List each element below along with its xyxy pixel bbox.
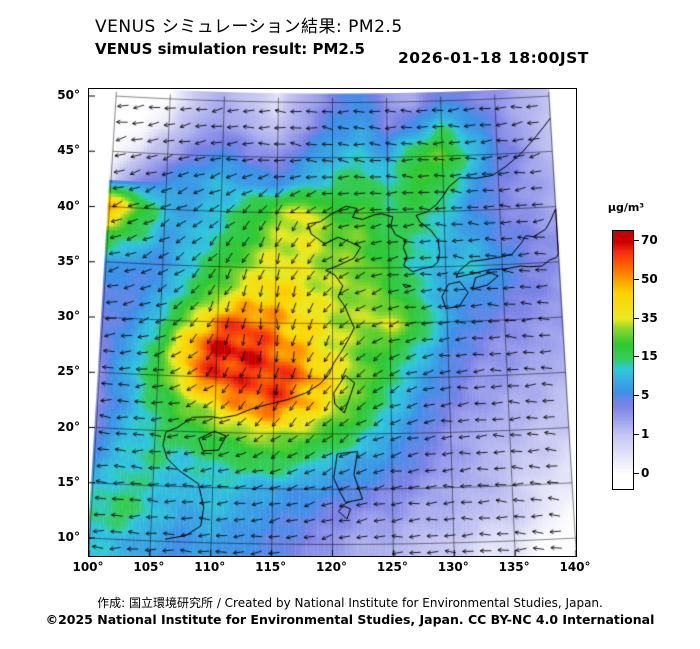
colorbar	[612, 230, 634, 490]
lat-tick-label: 20°	[57, 419, 80, 434]
lat-tick-label: 40°	[57, 198, 80, 213]
lon-tick-label: 110°	[194, 560, 226, 574]
lon-tick-label: 105°	[133, 560, 165, 574]
lon-tick-label: 125°	[376, 560, 408, 574]
page-title-japanese: VENUS シミュレーション結果: PM2.5	[95, 17, 403, 37]
colorbar-tick-label: 35	[633, 310, 658, 325]
lon-tick-label: 140°	[559, 560, 591, 574]
lon-tick-label: 120°	[315, 560, 348, 574]
lat-tick-label: 30°	[57, 309, 80, 323]
map-plot-frame	[88, 88, 577, 557]
colorbar-tick-label: 50	[633, 272, 658, 287]
colorbar-tick-label: 5	[632, 388, 650, 403]
pm25-heatmap-canvas	[89, 89, 576, 556]
license-text: ©2025 National Institute for Environment…	[45, 612, 655, 627]
colorbar-gradient-canvas	[613, 231, 633, 489]
credit-text: 作成: 国立環境研究所 / Created by National Instit…	[97, 596, 603, 610]
lat-tick-label: 35°	[57, 253, 80, 268]
colorbar-tick-label: 0	[632, 465, 650, 480]
lat-tick-label: 10°	[57, 530, 80, 544]
lat-tick-label: 45°	[57, 143, 80, 158]
page-title-english: VENUS simulation result: PM2.5	[95, 40, 365, 58]
lon-tick-label: 100°	[72, 560, 104, 574]
lon-tick-label: 115°	[255, 560, 287, 574]
lat-tick-label: 25°	[57, 364, 80, 379]
colorbar-tick-label: 1	[632, 426, 650, 441]
lon-tick-label: 130°	[437, 560, 469, 574]
lat-tick-label: 50°	[57, 88, 80, 102]
lon-tick-label: 135°	[498, 560, 530, 574]
colorbar-tick-label: 70	[633, 233, 658, 248]
colorbar-unit-label: µg/m³	[607, 201, 645, 214]
simulation-timestamp: 2026-01-18 18:00JST	[398, 49, 589, 67]
colorbar-tick-label: 15	[633, 349, 658, 364]
lat-tick-label: 15°	[57, 474, 80, 489]
